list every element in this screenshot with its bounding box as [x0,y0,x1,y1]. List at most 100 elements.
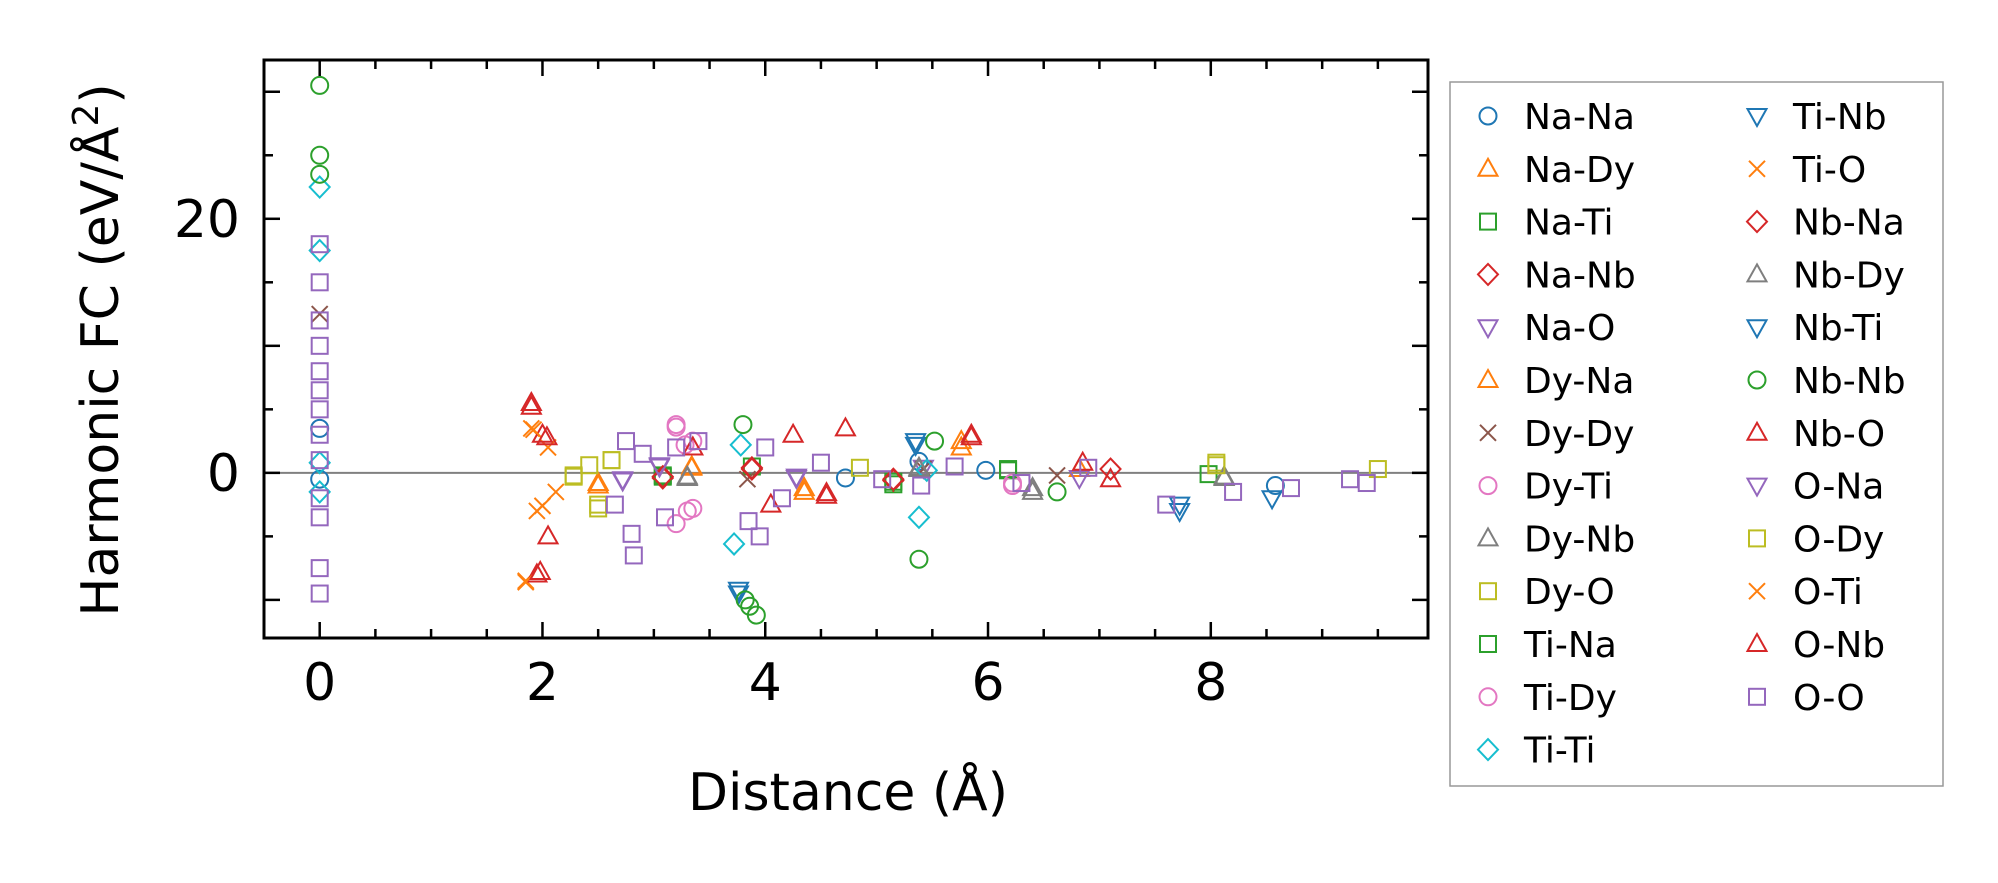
data-point [1357,474,1376,493]
data-point [746,605,766,625]
y-axis-label-main: Harmonic FC (eV/Å [69,126,131,617]
legend-entry: Dy-Ti [1478,467,1613,508]
legend-marker [1745,108,1769,129]
legend-label: O-Na [1793,467,1884,508]
legend-label: Ti-Dy [1523,678,1617,719]
data-point [666,417,686,437]
data-point [815,481,838,502]
data-point [533,497,552,515]
legend-label: Ti-Ti [1523,731,1595,772]
x-tick-label: 8 [1194,653,1227,713]
data-point [622,524,641,543]
data-points [308,75,1387,625]
data-point [1368,460,1387,479]
legend-marker [1745,477,1769,498]
data-point [1281,479,1300,498]
data-point [781,422,805,443]
series-o-o [310,235,1376,603]
legend-marker [1748,160,1766,178]
legend-entry: Nb-O [1745,414,1885,455]
data-point [733,415,753,435]
data-point [960,422,983,443]
data-point [1021,476,1044,497]
data-point [676,464,699,485]
series-nb-nb [310,75,1067,625]
legend-marker [1476,737,1500,762]
data-point [739,512,758,531]
data-point [308,450,332,475]
legend-label: Na-O [1524,308,1615,349]
legend-entry: Nb-Ti [1745,308,1883,349]
legend-entry: Na-Nb [1476,255,1636,296]
data-point [811,453,830,472]
data-point [310,400,329,419]
x-tick-label: 6 [971,653,1004,713]
data-point [611,471,634,492]
legend-marker [1745,420,1769,441]
legend-label: Na-Na [1524,97,1635,138]
data-point [524,420,543,439]
legend-label: O-O [1793,678,1865,719]
data-point [308,238,332,263]
legend-label: Na-Dy [1524,150,1635,191]
legend-label: Dy-Dy [1524,414,1634,455]
data-point [310,145,330,165]
series-ti-ti [308,175,939,556]
data-point [740,457,764,481]
legend-marker [1745,319,1769,340]
legend-box [1449,81,1944,787]
data-point [793,479,816,500]
legend-marker [1476,367,1500,388]
legend-entry: Ti-Ti [1476,731,1595,772]
legend-entry: O-Na [1745,467,1884,508]
legend-label: Dy-Na [1524,361,1634,402]
series-o-ti [517,420,552,591]
legend-label: Nb-Na [1793,203,1905,244]
y-tick-label: 20 [174,190,240,250]
legend-label: Ti-Nb [1792,97,1887,138]
data-point [756,438,775,457]
data-point [666,514,686,534]
legend-entry: Dy-O [1479,572,1615,613]
data-point [520,390,543,411]
x-axis-label: Distance (Å) [688,761,1008,823]
data-point [1047,482,1067,502]
legend-marker [1476,526,1500,547]
data-point [310,164,330,184]
data-point [815,483,838,504]
data-point [310,305,329,323]
data-point [1099,467,1122,488]
data-point [310,362,329,381]
data-point [655,508,674,527]
data-point [605,495,624,514]
data-point [310,469,330,489]
legend-label: Nb-Ti [1793,308,1883,349]
legend-entry: Na-Na [1478,97,1635,138]
legend-marker [1478,476,1498,496]
data-point [1260,490,1284,511]
data-point [617,432,636,451]
data-point [1099,457,1122,481]
legend-label: Ti-Na [1523,625,1617,666]
legend-marker [1748,687,1766,706]
legend-entry: Na-O [1476,308,1615,349]
data-point [945,457,964,476]
data-point [1224,482,1243,501]
data-point [1157,495,1176,514]
data-point [310,489,329,508]
data-point [738,470,757,488]
legend-marker [1748,529,1766,548]
legend-entry: O-Ti [1748,572,1863,613]
ticks: 0 2 4 6 8 0 20 [174,60,1428,713]
data-point [536,524,560,545]
data-point [759,492,783,513]
data-point [772,489,791,508]
data-point [835,468,855,488]
series-o-nb [520,394,983,580]
data-point [1079,458,1098,477]
legend-label: Na-Ti [1524,203,1614,244]
x-tick-label: 0 [303,653,336,713]
data-point [1012,474,1031,493]
legend-label: O-Ti [1793,572,1863,613]
data-point [310,425,329,444]
